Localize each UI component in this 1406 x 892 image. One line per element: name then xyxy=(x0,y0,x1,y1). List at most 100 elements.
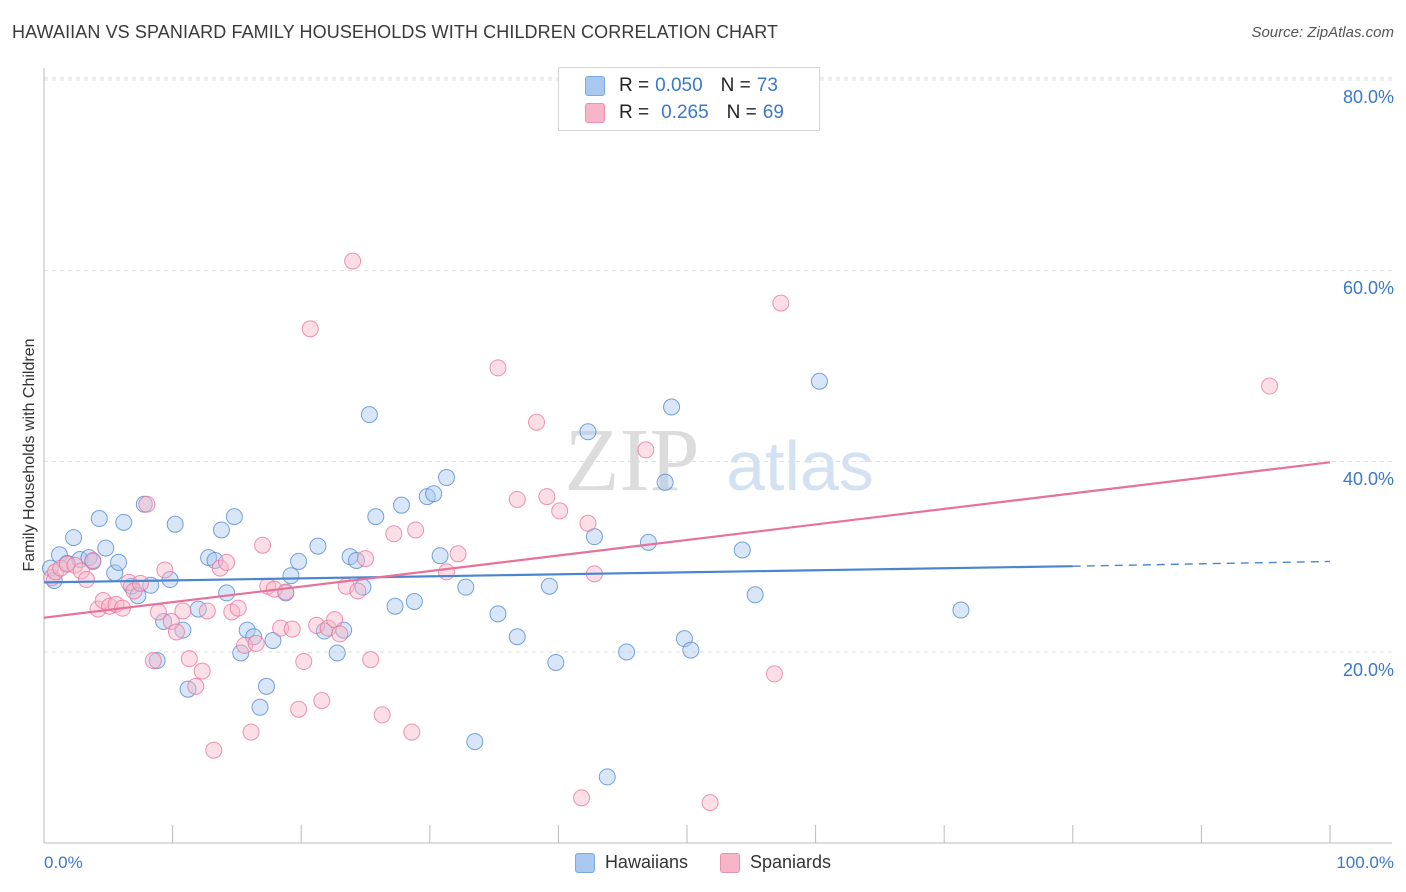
hawaiian-point xyxy=(810,372,828,390)
spaniard-point xyxy=(637,441,655,459)
spaniard-point xyxy=(66,556,84,574)
hawaiian-point xyxy=(746,586,764,604)
hawaiian-point xyxy=(97,539,115,557)
spaniard-point xyxy=(579,514,597,532)
trend-lines xyxy=(43,461,1331,619)
spaniard-point xyxy=(77,571,95,589)
n-value: 73 xyxy=(756,75,778,96)
hawaiian-point xyxy=(540,577,558,595)
hawaiian-point xyxy=(952,601,970,619)
spaniard-point xyxy=(211,559,229,577)
series-legend: Hawaiians Spaniards xyxy=(0,852,1406,873)
hawaiian-point xyxy=(663,398,681,416)
hawaiian-point xyxy=(110,553,128,571)
spaniard-point xyxy=(277,583,295,601)
hawaiian-point xyxy=(90,510,108,528)
spaniard-point xyxy=(283,620,301,638)
spaniard-point xyxy=(187,677,205,695)
hawaiian-point xyxy=(264,632,282,650)
hawaiian-point xyxy=(618,643,636,661)
hawaiian-point xyxy=(174,621,192,639)
spaniard-point xyxy=(144,652,162,670)
y-tick-label-80: 80.0% xyxy=(1342,87,1394,107)
hawaiian-point xyxy=(290,552,308,570)
hawaiian-point xyxy=(257,677,275,695)
spaniard-point xyxy=(180,650,198,668)
spaniard-point xyxy=(538,488,556,506)
hawaiian-point xyxy=(65,529,83,547)
r-value: 0.050 xyxy=(655,75,703,96)
r-label: R = xyxy=(619,75,650,96)
legend-label-hawaiians: Hawaiians xyxy=(604,852,688,872)
spaniard-point xyxy=(508,490,526,508)
r-label: R = xyxy=(619,102,650,123)
hawaiian-point xyxy=(457,578,475,596)
hawaiian-point xyxy=(438,469,456,487)
legend-row-hawaiians: R = 0.050 N = 73 xyxy=(585,74,788,98)
axes xyxy=(43,68,1392,844)
spaniard-point xyxy=(331,625,349,643)
r-value: 0.265 xyxy=(661,102,709,123)
y-tick-label-40: 40.0% xyxy=(1342,469,1394,489)
legend-swatch-spaniards xyxy=(585,103,605,123)
spaniard-point xyxy=(489,359,507,377)
hawaiian-point xyxy=(166,515,184,533)
legend-swatch-hawaiians xyxy=(585,76,605,96)
legend-label-spaniards: Spaniards xyxy=(749,852,832,872)
hawaiian-point xyxy=(425,485,443,503)
hawaiian-point xyxy=(489,605,507,623)
hawaiian-point xyxy=(393,496,411,514)
legend-swatch-spaniards xyxy=(719,852,740,873)
spaniard-point xyxy=(407,521,425,539)
hawaiian-point xyxy=(245,628,263,646)
x-tick-label-max: 100.0% xyxy=(1336,853,1394,872)
n-label: N = xyxy=(720,75,751,96)
spaniard-point xyxy=(349,582,367,600)
hawaiian-point xyxy=(639,533,657,551)
spaniard-point xyxy=(295,653,313,671)
legend-row-spaniards: R = 0.265 N = 69 xyxy=(585,101,794,125)
hawaiian-point xyxy=(682,641,700,659)
hawaiian-point xyxy=(431,547,449,565)
spaniard-point xyxy=(167,623,185,641)
legend-item-hawaiians[interactable]: Hawaiians xyxy=(574,852,688,873)
spaniard-point xyxy=(528,413,546,431)
spaniard-point xyxy=(247,634,265,652)
hawaiian-point xyxy=(309,537,327,555)
hawaiian-point xyxy=(466,733,484,751)
spaniard-point xyxy=(205,741,223,759)
spaniard-point xyxy=(162,612,180,630)
spaniard-point xyxy=(138,495,156,513)
spaniard-point xyxy=(290,700,308,718)
watermark-zip: ZIP xyxy=(565,411,700,510)
hawaiian-trend-extension xyxy=(1072,560,1331,567)
spaniard-point xyxy=(701,794,719,812)
spaniard-point xyxy=(326,611,344,629)
hawaiian-point xyxy=(656,473,674,491)
hawaiian-point xyxy=(232,644,250,662)
y-tick-label-60: 60.0% xyxy=(1342,278,1394,298)
spaniard-point xyxy=(131,574,149,592)
spaniard-trend-line xyxy=(43,461,1331,619)
hawaiian-point xyxy=(115,513,133,531)
spaniard-point xyxy=(373,706,391,724)
spaniard-point xyxy=(551,502,569,520)
hawaiian-point xyxy=(405,592,423,610)
y-tick-label-20: 20.0% xyxy=(1342,660,1394,680)
hawaiian-point xyxy=(367,508,385,526)
hawaiian-point xyxy=(218,584,236,602)
hawaiian-point xyxy=(508,628,526,646)
spaniard-point xyxy=(84,551,102,569)
spaniard-point xyxy=(193,662,211,680)
spaniard-point xyxy=(72,562,90,580)
spaniard-point xyxy=(156,561,174,579)
spaniard-point xyxy=(772,294,790,312)
spaniard-point xyxy=(357,550,374,568)
spaniard-point xyxy=(1261,377,1279,395)
source-label: Source: ZipAtlas.com xyxy=(1251,24,1394,41)
spaniard-point xyxy=(438,563,456,581)
legend-item-spaniards[interactable]: Spaniards xyxy=(719,852,832,873)
spaniard-point xyxy=(301,320,319,338)
spaniard-point xyxy=(174,602,192,620)
spaniard-point xyxy=(403,723,421,741)
